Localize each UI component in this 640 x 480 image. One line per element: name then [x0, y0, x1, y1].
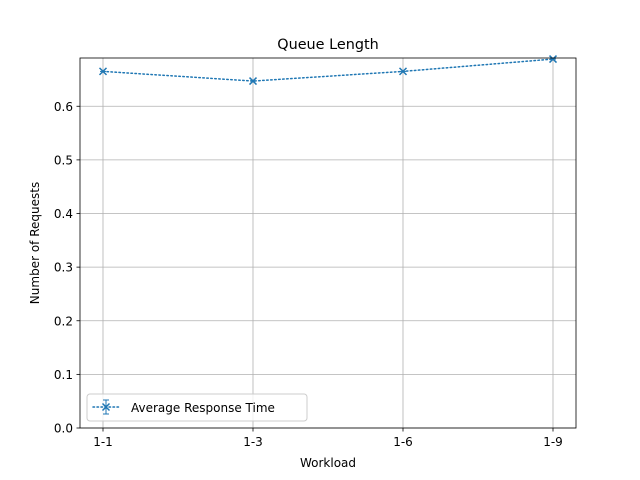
- legend: Average Response Time: [86, 393, 308, 422]
- data-point-marker: [548, 55, 558, 64]
- x-axis-ticks: 1-1 1-3 1-6 1-9: [93, 428, 563, 449]
- legend-marker: [101, 402, 111, 412]
- y-tick-label: 0.5: [54, 153, 73, 167]
- grid-layer: [80, 58, 576, 429]
- y-axis-ticks: 0.0 0.1 0.2 0.3 0.4 0.5 0.6: [54, 100, 80, 436]
- series-layer: [98, 55, 558, 86]
- plot-area: 1-1 1-3 1-6 1-9 0.0 0.1 0.2 0.3 0.4 0.5 0.6: [54, 55, 577, 449]
- data-point-marker: [398, 67, 408, 76]
- data-point-marker: [98, 67, 108, 76]
- x-tick-label: 1-3: [243, 435, 263, 449]
- x-tick-label: 1-1: [93, 435, 113, 449]
- plot-frame: [79, 57, 577, 429]
- y-tick-label: 0.1: [54, 368, 73, 382]
- y-tick-label: 0.2: [54, 314, 73, 328]
- data-point-marker: [248, 77, 258, 86]
- x-tick-label: 1-6: [393, 435, 413, 449]
- x-tick-label: 1-9: [543, 435, 563, 449]
- y-tick-label: 0.6: [54, 100, 73, 114]
- legend-series-label: Average Response Time: [131, 401, 275, 415]
- y-tick-label: 0.4: [54, 207, 73, 221]
- legend-series-handle: [92, 399, 120, 415]
- y-tick-label: 0.0: [54, 422, 73, 436]
- y-axis-label: Number of Requests: [28, 182, 42, 304]
- chart-title: Queue Length: [277, 37, 379, 53]
- legend-frame: [86, 393, 308, 422]
- series-line: [102, 58, 554, 82]
- y-tick-label: 0.3: [54, 261, 73, 275]
- x-axis-label: Workload: [300, 456, 356, 470]
